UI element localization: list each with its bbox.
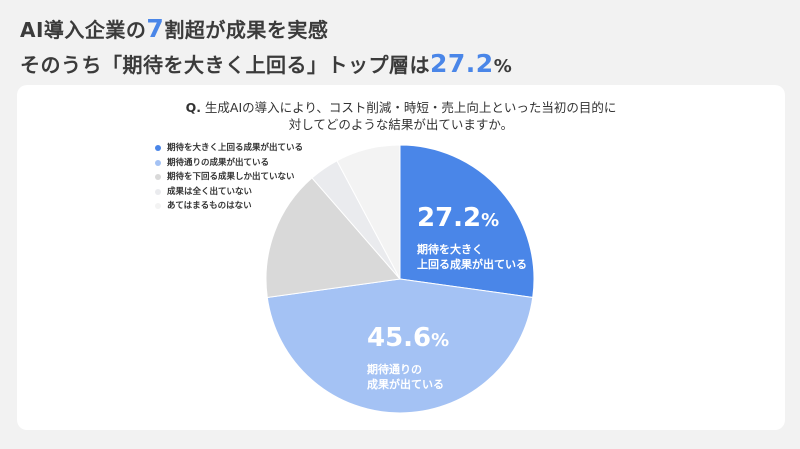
legend-item: 期待を下回る成果しか出ていない [155, 170, 303, 185]
percent-sign: % [493, 56, 513, 77]
headline-accent-number: 7 [146, 14, 165, 43]
question-prefix: Q. [185, 100, 201, 115]
legend-dot-icon [155, 203, 161, 210]
slice-value: 45.6 [367, 323, 432, 353]
chart-card: Q. 生成AIの導入により、コスト削減・時短・売上向上といった当初の目的に 対し… [17, 85, 785, 430]
headline-line-2: そのうち「期待を大きく上回る」トップ層は27.2% [20, 47, 512, 84]
legend-label: 期待通りの成果が出ている [167, 157, 270, 168]
headline-line-1: AI導入企業の7割超が成果を実感 [20, 12, 512, 47]
chart-legend: 期待を大きく上回る成果が出ている 期待通りの成果が出ている期待を下回る成果しか出て… [155, 141, 303, 214]
slice-desc-line-2: 成果が出ている [367, 378, 444, 391]
percent-sign: % [431, 330, 450, 351]
legend-dot-icon [155, 159, 161, 166]
headline-text: そのうち「期待を大きく上回る」トップ層は [20, 53, 430, 77]
slice-label-exceeds: 27.2% 期待を大きく 上回る成果が出ている [417, 203, 527, 272]
legend-label: 期待を下回る成果しか出ていない [167, 172, 295, 182]
legend-dot-icon [155, 174, 161, 181]
legend-item: 期待を大きく上回る成果が出ている [155, 141, 303, 156]
slice-desc-line-1: 期待通りの [367, 363, 422, 376]
pie-slice [266, 278, 534, 414]
question-line-1: 生成AIの導入により、コスト削減・時短・売上向上といった当初の目的に [204, 100, 617, 115]
legend-item: あてはまるものはない [155, 199, 303, 214]
pie-slice [336, 144, 401, 280]
slice-desc-line-2: 上回る成果が出ている [417, 258, 527, 271]
legend-item: 成果は全く出ていない [155, 185, 303, 200]
headline-text: 割超が成果を実感 [164, 18, 329, 42]
question-line-2: 対してどのような結果が出ていますか。 [288, 117, 514, 132]
legend-dot-icon [155, 145, 161, 152]
legend-item: 期待通りの成果が出ている [155, 156, 303, 171]
pie-slice [399, 144, 535, 299]
legend-dot-icon [155, 188, 161, 195]
legend-label: 期待を大きく上回る成果が出ている [167, 143, 304, 153]
headline-accent-percent: 27.2 [430, 49, 494, 78]
headline-text: AI導入企業の [20, 18, 147, 42]
percent-sign: % [481, 210, 500, 231]
question-text: Q. 生成AIの導入により、コスト削減・時短・売上向上といった当初の目的に 対し… [17, 99, 785, 133]
slice-desc-line-1: 期待を大きく [417, 243, 483, 256]
legend-label: あてはまるものはない [167, 201, 252, 211]
headline: AI導入企業の7割超が成果を実感 そのうち「期待を大きく上回る」トップ層は27.… [20, 12, 512, 84]
pie-slice [265, 177, 401, 299]
pie-chart [265, 144, 535, 414]
legend-label: 成果は全く出ていない [167, 186, 253, 197]
slice-label-as-expected: 45.6% 期待通りの 成果が出ている [367, 323, 449, 392]
slice-value: 27.2 [417, 203, 482, 233]
